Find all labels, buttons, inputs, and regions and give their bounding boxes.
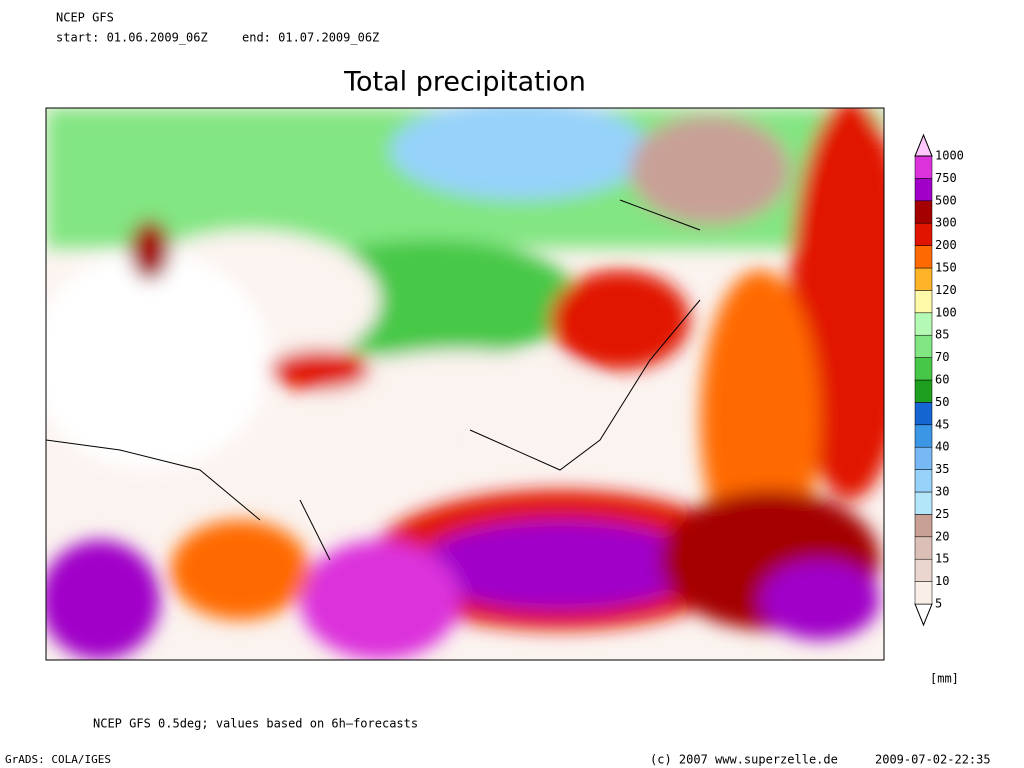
colorbar-swatch [914,200,933,224]
copyright: (c) 2007 www.superzelle.de [650,753,838,767]
colorbar-swatch [914,536,933,560]
colorbar-label: 120 [935,283,957,297]
colorbar-swatch [914,379,933,403]
map-title: Total precipitation [343,67,586,98]
colorbar-label: 15 [935,552,949,566]
colorbar-high-cap [914,133,933,157]
precipitation-field [46,108,884,660]
colorbar-label: 25 [935,507,949,521]
colorbar-label: 300 [935,216,957,230]
colorbar-label: 150 [935,261,957,275]
software-credit: GrADS: COLA/IGES [5,753,111,766]
colorbar-label: 10 [935,574,949,588]
colorbar-swatch [914,514,933,538]
colorbar-label: 200 [935,238,957,252]
colorbar-swatch [914,491,933,515]
colorbar-swatch [914,558,933,582]
colorbar-swatch [914,222,933,246]
colorbar-label: 750 [935,171,957,185]
timestamp: 2009-07-02-22:35 [875,753,991,767]
colorbar-swatch [914,402,933,426]
colorbar-low-cap [914,603,933,627]
colorbar-swatch [914,357,933,381]
colorbar-label: 5 [935,597,942,611]
footnote: NCEP GFS 0.5deg; values based on 6h–fore… [93,717,418,731]
colorbar: 5 10 15 20 25 30 35 40 45 50 60 70 85 100 120 150 200 300… [914,133,964,627]
colorbar-swatch [914,334,933,358]
colorbar-label: 50 [935,395,949,409]
colorbar-swatch [914,312,933,336]
colorbar-swatch [914,290,933,314]
map-frame [45,107,885,661]
colorbar-label: 1000 [935,149,964,163]
colorbar-label: 30 [935,485,949,499]
colorbar-label: 35 [935,462,949,476]
colorbar-swatch [914,424,933,448]
colorbar-swatch [914,581,933,605]
colorbar-label: 85 [935,328,949,342]
colorbar-label: 500 [935,193,957,207]
colorbar-swatch [914,469,933,493]
colorbar-label: 100 [935,305,957,319]
model-name: NCEP GFS [56,11,114,25]
colorbar-swatch [914,446,933,470]
colorbar-label: 20 [935,529,949,543]
colorbar-label: 70 [935,350,949,364]
colorbar-swatch [914,155,933,179]
unit-label: [mm] [930,672,959,686]
colorbar-swatch [914,267,933,291]
colorbar-swatch [914,178,933,202]
end-time: end: 01.07.2009_06Z [242,31,379,45]
colorbar-label: 40 [935,440,949,454]
colorbar-swatch [914,245,933,269]
colorbar-label: 60 [935,373,949,387]
colorbar-label: 45 [935,417,949,431]
start-time: start: 01.06.2009_06Z [56,31,208,45]
